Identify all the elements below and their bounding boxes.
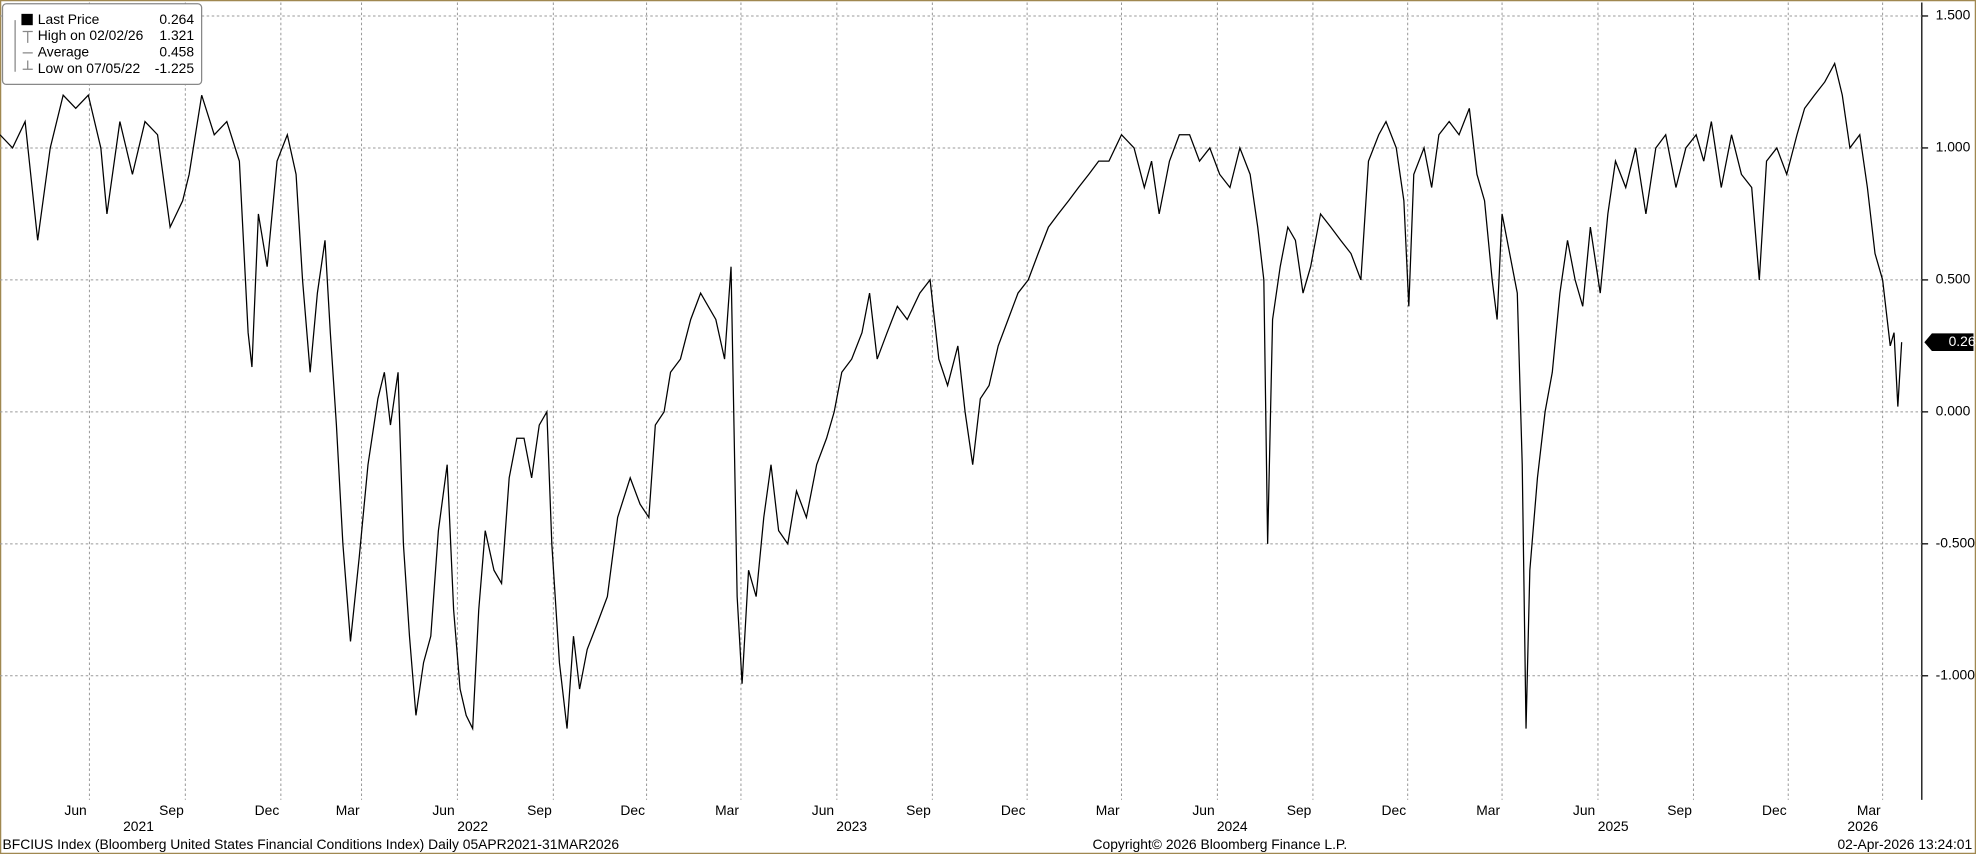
last-price-label: 0.264 [1949,333,1976,349]
x-tick-label: Mar [715,802,739,818]
legend-icons [14,20,33,72]
x-tick-label: Dec [620,802,645,818]
legend-swatch [21,13,33,26]
legend-label: High on 02/02/26 [38,27,144,43]
x-tick-label: Sep [159,802,184,818]
x-tick-label: Jun [1192,802,1214,818]
x-tick-label: Dec [1762,802,1787,818]
legend: Last Price 0.264 High on 02/02/26 1.321 Av… [1,3,203,86]
legend-label: Low on 07/05/22 [38,60,140,76]
legend-value: 0.264 [159,11,194,27]
year-label: 2022 [457,818,488,834]
x-tick-label: Dec [1382,802,1407,818]
year-label: 2025 [1598,818,1629,834]
y-tick-label: -1.000 [1936,666,1976,682]
grid [0,2,1922,800]
x-tick-label: Dec [255,802,280,818]
y-tick-label: 0.500 [1936,271,1971,287]
x-tick-label: Dec [1001,802,1026,818]
x-tick-label: Mar [1476,802,1500,818]
x-tick-label: Mar [1857,802,1881,818]
year-label: 2021 [123,818,154,834]
year-label: 2026 [1847,818,1878,834]
legend-value: -1.225 [155,60,195,76]
legend-label: Average [38,44,90,60]
footer-right: 02-Apr-2026 13:24:01 [1837,836,1972,852]
year-label: 2023 [836,818,867,834]
x-tick-label: Jun [812,802,834,818]
y-tick-label: -0.500 [1936,534,1976,550]
legend-value: 0.458 [159,44,194,60]
x-tick-label: Sep [1667,802,1692,818]
legend-value: 1.321 [159,27,194,43]
x-tick-label: Sep [527,802,552,818]
x-tick-label: Sep [906,802,931,818]
series-line [0,61,1903,732]
legend-box [1,3,203,86]
y-tick-label: 1.000 [1936,139,1971,155]
x-tick-label: Mar [336,802,360,818]
legend-label: Last Price [38,11,100,27]
y-tick-label: 0.000 [1936,403,1971,419]
footer-center: Copyright© 2026 Bloomberg Finance L.P. [1093,836,1348,852]
x-tick-label: Jun [64,802,86,818]
year-label: 2024 [1217,818,1248,834]
footer-left: BFCIUS Index (Bloomberg United States Fi… [3,836,620,852]
y-tick-label: 1.500 [1936,7,1971,23]
x-tick-label: Mar [1096,802,1120,818]
last-price-marker [1924,333,1974,352]
x-tick-label: Jun [432,802,454,818]
x-tick-label: Jun [1573,802,1595,818]
x-tick-label: Sep [1287,802,1312,818]
